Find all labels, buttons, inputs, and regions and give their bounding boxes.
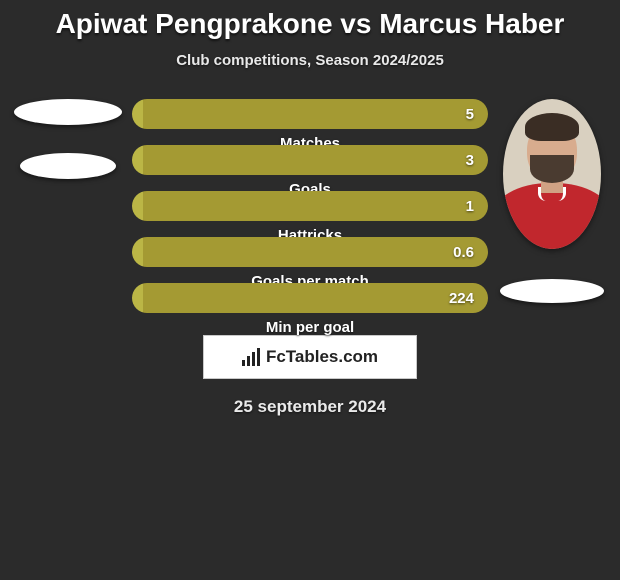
date-line: 25 september 2024 [0, 397, 620, 417]
page-title: Apiwat Pengprakone vs Marcus Haber [0, 0, 620, 40]
brand-badge: FcTables.com [203, 335, 417, 379]
player-right-oval [500, 279, 604, 303]
stat-value-right: 224 [143, 283, 488, 313]
stat-row: 5Matches [132, 99, 488, 129]
main-row: 5Matches 3Goals 1Hattricks 0.6Goals per mat… [0, 99, 620, 313]
stat-bars: 5Matches 3Goals 1Hattricks 0.6Goals per mat… [128, 99, 492, 313]
stat-value-left [132, 145, 143, 175]
stat-value-left [132, 191, 143, 221]
chart-icon [242, 348, 260, 366]
player-left-oval [20, 153, 116, 179]
stat-value-left [132, 283, 143, 313]
stat-row: 3Goals [132, 145, 488, 175]
stat-value-left [132, 99, 143, 129]
stat-row: 224Min per goal [132, 283, 488, 313]
right-player-col [492, 99, 612, 303]
stat-value-right: 1 [143, 191, 488, 221]
stat-row: 0.6Goals per match [132, 237, 488, 267]
comparison-card: Apiwat Pengprakone vs Marcus Haber Club … [0, 0, 620, 580]
stat-row: 1Hattricks [132, 191, 488, 221]
stat-value-right: 0.6 [143, 237, 488, 267]
stat-value-right: 3 [143, 145, 488, 175]
stat-value-right: 5 [143, 99, 488, 129]
player-left-oval [14, 99, 122, 125]
brand-text: FcTables.com [266, 347, 378, 367]
stat-value-left [132, 237, 143, 267]
left-player-col [8, 99, 128, 179]
subtitle: Club competitions, Season 2024/2025 [0, 52, 620, 69]
player-right-avatar [503, 99, 601, 249]
